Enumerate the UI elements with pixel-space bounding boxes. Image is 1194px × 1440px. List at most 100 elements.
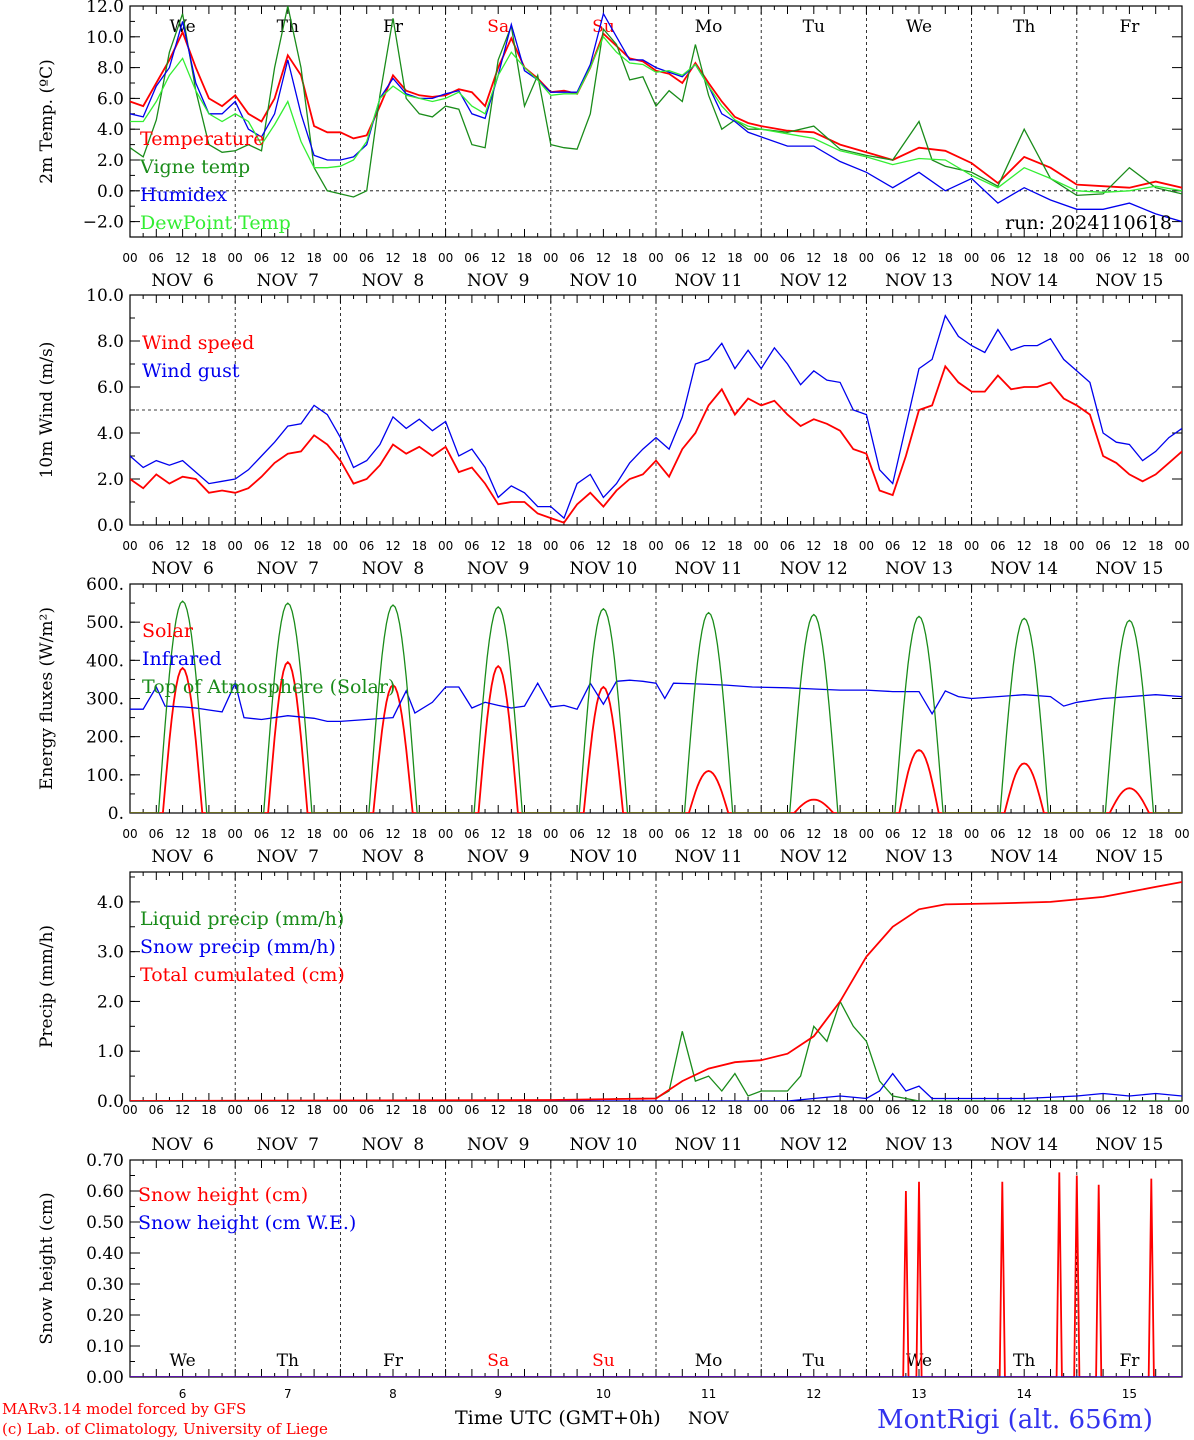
hour-label: 12 xyxy=(1122,539,1137,553)
hour-label: 06 xyxy=(675,1103,690,1117)
y-tick-label: 0.50 xyxy=(86,1213,124,1233)
hour-label: 00 xyxy=(964,539,979,553)
hour-label: 12 xyxy=(385,539,400,553)
hour-label: 06 xyxy=(675,827,690,841)
day-number: 9 xyxy=(494,1387,502,1401)
hour-label: 12 xyxy=(596,539,611,553)
hour-label: 18 xyxy=(201,1103,216,1117)
hour-label: 00 xyxy=(438,539,453,553)
y-tick-label: 500. xyxy=(86,613,124,633)
hour-label: 00 xyxy=(228,827,243,841)
day-name: Su xyxy=(592,1351,615,1371)
series-group xyxy=(130,314,1182,524)
hour-label: 00 xyxy=(1174,539,1189,553)
y-tick-label: 8.0 xyxy=(97,332,124,352)
hour-label: 12 xyxy=(491,1103,506,1117)
date-label: NOV 11 xyxy=(675,847,743,867)
hour-label: 00 xyxy=(122,539,137,553)
hour-label: 06 xyxy=(675,251,690,265)
hour-label: 06 xyxy=(990,827,1005,841)
hour-label: 18 xyxy=(938,1103,953,1117)
y-tick-label: 600. xyxy=(86,575,124,595)
legend-entry: Wind speed xyxy=(142,332,254,354)
date-label: NOV 13 xyxy=(885,271,953,291)
hour-label: 00 xyxy=(333,1103,348,1117)
hour-label: 18 xyxy=(938,827,953,841)
y-tick-label: 400. xyxy=(86,651,124,671)
hour-label: 18 xyxy=(622,827,637,841)
hour-label: 18 xyxy=(622,251,637,265)
hour-label: 06 xyxy=(885,1103,900,1117)
y-tick-label: 4.0 xyxy=(97,424,124,444)
date-label: NOV 14 xyxy=(990,271,1058,291)
hour-label: 12 xyxy=(1122,251,1137,265)
hour-label: 06 xyxy=(359,539,374,553)
day-number: 8 xyxy=(389,1387,397,1401)
hour-label: 12 xyxy=(806,1103,821,1117)
day-name: Mo xyxy=(695,1351,723,1371)
hour-label: 18 xyxy=(1148,1103,1163,1117)
hour-label: 12 xyxy=(175,539,190,553)
hour-label: 12 xyxy=(1017,1103,1032,1117)
x-axis-label: Time UTC (GMT+0h) xyxy=(455,1407,661,1429)
hour-label: 12 xyxy=(385,1103,400,1117)
hour-label: 06 xyxy=(780,827,795,841)
hour-label: 12 xyxy=(911,539,926,553)
date-label: NOV 10 xyxy=(569,847,637,867)
hour-label: 06 xyxy=(149,827,164,841)
hour-label: 00 xyxy=(648,1103,663,1117)
hour-label: 00 xyxy=(1069,539,1084,553)
day-name: Mo xyxy=(695,17,723,37)
y-tick-label: 10.0 xyxy=(86,286,124,306)
hour-label: 12 xyxy=(806,539,821,553)
hour-label: 12 xyxy=(701,539,716,553)
hour-label: 18 xyxy=(1043,251,1058,265)
series-line-wind-speed xyxy=(130,364,1182,524)
date-label: NOV 9 xyxy=(467,1135,529,1155)
y-tick-label: 200. xyxy=(86,728,124,748)
series-group xyxy=(130,600,1182,813)
hour-label: 06 xyxy=(149,251,164,265)
hour-label: 06 xyxy=(149,1103,164,1117)
hour-label: 18 xyxy=(622,539,637,553)
hour-label: 06 xyxy=(254,1103,269,1117)
hour-label: 00 xyxy=(754,539,769,553)
hour-label: 18 xyxy=(832,1103,847,1117)
series-line-vigne-temp xyxy=(130,6,1182,198)
hour-label: 00 xyxy=(122,1103,137,1117)
y-tick-label: 2.0 xyxy=(97,470,124,490)
day-name: Th xyxy=(1013,1351,1035,1371)
day-name: We xyxy=(170,1351,196,1371)
hour-label: 18 xyxy=(306,827,321,841)
day-number: 6 xyxy=(179,1387,187,1401)
y-tick-label: 1.0 xyxy=(97,1042,124,1062)
hour-label: 12 xyxy=(491,539,506,553)
date-label: NOV 12 xyxy=(780,559,848,579)
panel-3: 600. 500. 400. 300. 200. 100. 0. Energy fluxes … xyxy=(37,575,1190,867)
series-group xyxy=(130,6,1182,223)
legend-entry: DewPoint Temp xyxy=(140,212,291,234)
series-line-wind-gust xyxy=(130,314,1182,520)
legend-entry: Top of Atmosphere (Solar) xyxy=(142,676,395,698)
hour-label: 00 xyxy=(438,827,453,841)
date-label: NOV 11 xyxy=(675,1135,743,1155)
date-label: NOV 15 xyxy=(1095,559,1163,579)
panel-4: 4.0 3.0 2.0 1.0 0.0 Precip (mm/h) 00 06 12 18 00 06… xyxy=(37,871,1190,1155)
hour-label: 12 xyxy=(491,827,506,841)
hour-label: 12 xyxy=(701,827,716,841)
hour-label: 06 xyxy=(464,539,479,553)
hour-label: 12 xyxy=(491,251,506,265)
legend-entry: Snow height (cm W.E.) xyxy=(138,1212,356,1234)
hour-label: 18 xyxy=(832,251,847,265)
hour-label: 18 xyxy=(1148,827,1163,841)
hour-label: 12 xyxy=(1122,827,1137,841)
run-annotation: run: 2024110618 xyxy=(1005,212,1172,234)
hour-label: 18 xyxy=(306,1103,321,1117)
date-label: NOV 14 xyxy=(990,559,1058,579)
hour-label: 12 xyxy=(280,827,295,841)
date-label: NOV 9 xyxy=(467,271,529,291)
date-label: NOV 12 xyxy=(780,1135,848,1155)
hour-label: 06 xyxy=(569,539,584,553)
series-line-snow-height-cm- xyxy=(130,1172,1182,1377)
